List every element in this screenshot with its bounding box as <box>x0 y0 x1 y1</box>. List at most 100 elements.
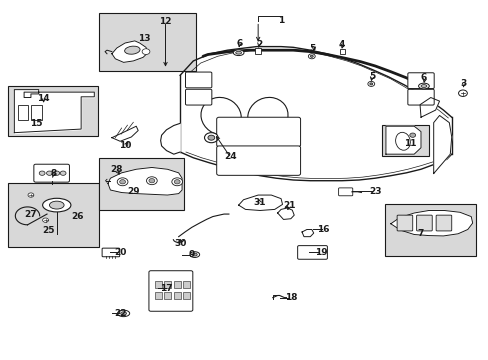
Ellipse shape <box>233 50 244 55</box>
Text: 27: 27 <box>24 210 37 219</box>
Bar <box>99 158 183 211</box>
Polygon shape <box>238 195 282 211</box>
Polygon shape <box>14 90 94 133</box>
Circle shape <box>120 180 125 184</box>
Bar <box>18 105 28 120</box>
Circle shape <box>204 133 218 143</box>
Text: 18: 18 <box>284 293 297 302</box>
FancyBboxPatch shape <box>407 73 433 89</box>
Circle shape <box>42 218 48 222</box>
Bar <box>173 292 181 299</box>
FancyBboxPatch shape <box>338 188 352 196</box>
Text: 25: 25 <box>42 226 55 235</box>
Text: 14: 14 <box>37 94 50 103</box>
Ellipse shape <box>192 253 197 256</box>
Circle shape <box>46 171 52 175</box>
FancyBboxPatch shape <box>435 215 451 231</box>
FancyBboxPatch shape <box>297 246 327 259</box>
Circle shape <box>28 193 34 197</box>
Text: 12: 12 <box>159 17 171 26</box>
Bar <box>99 13 195 71</box>
Bar <box>173 281 181 288</box>
Text: 4: 4 <box>338 40 345 49</box>
Circle shape <box>149 179 155 183</box>
Bar <box>163 292 171 299</box>
Polygon shape <box>390 211 472 236</box>
FancyBboxPatch shape <box>185 72 211 88</box>
Circle shape <box>142 49 150 54</box>
Bar <box>163 281 171 288</box>
Text: 23: 23 <box>368 187 381 196</box>
FancyBboxPatch shape <box>255 48 261 54</box>
Text: 16: 16 <box>317 225 329 234</box>
Polygon shape <box>112 41 148 62</box>
Ellipse shape <box>235 51 241 54</box>
Text: 11: 11 <box>403 139 416 148</box>
Ellipse shape <box>117 310 129 317</box>
Circle shape <box>310 55 313 57</box>
Text: 15: 15 <box>29 119 42 128</box>
Polygon shape <box>160 123 180 154</box>
Polygon shape <box>433 116 451 174</box>
FancyBboxPatch shape <box>416 215 431 231</box>
Ellipse shape <box>49 201 64 209</box>
Ellipse shape <box>42 198 71 212</box>
FancyBboxPatch shape <box>149 271 192 311</box>
Ellipse shape <box>420 85 426 87</box>
FancyBboxPatch shape <box>396 215 412 231</box>
FancyBboxPatch shape <box>34 164 69 182</box>
Circle shape <box>207 135 214 140</box>
Bar <box>183 292 190 299</box>
Bar <box>155 281 162 288</box>
Circle shape <box>409 133 415 137</box>
Text: 26: 26 <box>71 212 84 221</box>
Text: 29: 29 <box>127 187 140 196</box>
Text: 22: 22 <box>114 309 126 318</box>
Circle shape <box>39 171 45 175</box>
Ellipse shape <box>189 252 199 257</box>
Ellipse shape <box>418 83 428 89</box>
Text: 3: 3 <box>460 80 466 89</box>
Polygon shape <box>277 208 294 220</box>
Text: 6: 6 <box>420 73 426 82</box>
Text: 28: 28 <box>110 166 123 175</box>
FancyBboxPatch shape <box>407 89 433 105</box>
Bar <box>381 126 428 156</box>
Circle shape <box>171 178 182 186</box>
Ellipse shape <box>124 46 140 54</box>
Bar <box>31 105 41 120</box>
FancyBboxPatch shape <box>102 248 120 257</box>
FancyBboxPatch shape <box>339 49 344 54</box>
Bar <box>155 292 162 299</box>
FancyBboxPatch shape <box>185 89 211 105</box>
Polygon shape <box>419 98 439 117</box>
Text: 1: 1 <box>277 16 284 25</box>
Circle shape <box>369 83 372 85</box>
Text: 10: 10 <box>119 141 131 150</box>
Circle shape <box>146 177 157 185</box>
Polygon shape <box>385 126 420 154</box>
FancyBboxPatch shape <box>216 146 300 175</box>
Circle shape <box>458 90 467 96</box>
Ellipse shape <box>247 98 287 135</box>
Bar <box>183 281 190 288</box>
Text: 19: 19 <box>315 248 327 257</box>
Text: 9: 9 <box>188 250 195 259</box>
Text: 24: 24 <box>224 152 237 161</box>
Ellipse shape <box>201 98 241 135</box>
Circle shape <box>308 54 315 59</box>
Bar <box>384 204 475 256</box>
Text: 5: 5 <box>368 72 375 81</box>
Text: 20: 20 <box>114 248 126 257</box>
Circle shape <box>367 81 374 86</box>
Text: 17: 17 <box>160 284 172 293</box>
Ellipse shape <box>395 132 409 150</box>
Text: 5: 5 <box>309 44 315 53</box>
Text: 21: 21 <box>283 201 295 210</box>
Ellipse shape <box>121 312 126 315</box>
Text: 8: 8 <box>50 169 57 178</box>
Circle shape <box>174 180 180 184</box>
Text: 13: 13 <box>138 34 150 43</box>
Text: 30: 30 <box>174 239 186 248</box>
Polygon shape <box>302 229 313 237</box>
